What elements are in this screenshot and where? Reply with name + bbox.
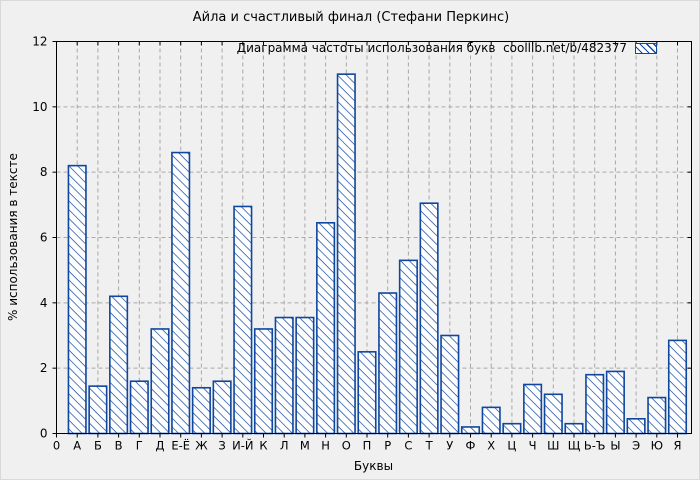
svg-text:Э: Э xyxy=(632,439,640,453)
svg-text:А: А xyxy=(73,439,81,453)
svg-text:Т: Т xyxy=(425,439,434,453)
svg-text:Ы: Ы xyxy=(610,439,620,453)
bar-Ы xyxy=(605,370,625,435)
bar-Г xyxy=(129,380,149,435)
svg-text:П: П xyxy=(363,439,372,453)
svg-text:Ш: Ш xyxy=(547,439,559,453)
bar-У xyxy=(440,334,460,435)
bar-Ч xyxy=(523,383,543,435)
bar-Ш xyxy=(543,393,563,435)
bar-Н xyxy=(316,222,336,435)
svg-text:Щ: Щ xyxy=(568,439,581,453)
svg-text:Ц: Ц xyxy=(507,439,516,453)
bar-И-Й xyxy=(233,205,253,435)
svg-text:8: 8 xyxy=(40,165,48,179)
bar-Ф xyxy=(460,426,481,435)
svg-text:М: М xyxy=(300,439,310,453)
svg-text:У: У xyxy=(446,439,453,453)
bar-Х xyxy=(481,406,501,435)
bar-Ь-Ъ xyxy=(585,373,605,435)
svg-text:К: К xyxy=(259,439,267,453)
bar-А xyxy=(67,164,87,435)
x-axis-label: Буквы xyxy=(353,459,394,473)
svg-text:10: 10 xyxy=(32,100,47,114)
bar-Ц xyxy=(502,422,522,435)
svg-text:В: В xyxy=(115,439,123,453)
bar-Л xyxy=(274,316,294,435)
svg-text:Б: Б xyxy=(94,439,102,453)
bar-Р xyxy=(378,292,398,435)
svg-text:Г: Г xyxy=(136,439,143,453)
svg-text:Х: Х xyxy=(487,439,495,453)
bar-З xyxy=(212,380,232,435)
bar-Т xyxy=(419,202,439,435)
y-axis-label: % использования в тексте xyxy=(6,153,20,322)
svg-text:Л: Л xyxy=(280,439,289,453)
legend-label: Диаграмма частоты использования букв coo… xyxy=(236,41,627,55)
svg-text:Е-Ё: Е-Ё xyxy=(171,438,190,453)
svg-text:12: 12 xyxy=(32,35,47,49)
bars xyxy=(67,73,688,435)
chart-title: Айла и счастливый финал (Стефани Перкинс… xyxy=(192,10,510,25)
bar-К xyxy=(253,328,274,435)
legend-hatch-swatch-icon xyxy=(635,42,657,54)
tick-marks xyxy=(52,41,692,438)
svg-text:2: 2 xyxy=(40,361,48,375)
y-tick-labels: 0 2 4 6 8 10 12 xyxy=(32,35,47,441)
svg-text:З: З xyxy=(218,439,225,453)
bar-О xyxy=(336,73,356,435)
svg-text:4: 4 xyxy=(40,296,48,310)
svg-text:Д: Д xyxy=(156,439,165,453)
svg-text:Р: Р xyxy=(384,439,391,453)
x-tick-labels: 0 А Б В Г Д Е-Ё Ж З И-Й К Л М Н О П Р С Т У Ф Х Ц Ч Ш Щ Ь-Ъ Ы Э Ю Я xyxy=(53,438,682,453)
bar-Б xyxy=(88,385,108,435)
svg-text:Ь-Ъ: Ь-Ъ xyxy=(584,439,606,453)
bar-М xyxy=(295,316,315,435)
bar-Я xyxy=(667,339,688,435)
bar-Д xyxy=(150,328,170,435)
bar-В xyxy=(109,295,129,435)
svg-text:С: С xyxy=(404,439,412,453)
bar-Э xyxy=(626,417,646,435)
svg-text:6: 6 xyxy=(40,231,48,245)
svg-text:Я: Я xyxy=(674,439,682,453)
bar-Ж xyxy=(191,386,211,435)
svg-text:Ю: Ю xyxy=(651,439,663,453)
svg-text:0: 0 xyxy=(40,427,48,441)
bar-Е-Ё xyxy=(171,151,191,435)
svg-text:0: 0 xyxy=(53,439,60,453)
svg-text:Н: Н xyxy=(321,439,330,453)
svg-text:Ж: Ж xyxy=(195,439,208,453)
legend: Диаграмма частоты использования букв coo… xyxy=(237,41,657,55)
bar-Щ xyxy=(564,422,584,435)
bar-Ю xyxy=(647,396,667,435)
svg-text:Ф: Ф xyxy=(466,439,476,453)
bar-П xyxy=(357,351,377,435)
svg-text:Ч: Ч xyxy=(529,439,537,453)
bar-С xyxy=(398,259,418,435)
svg-text:О: О xyxy=(342,439,351,453)
svg-text:И-Й: И-Й xyxy=(232,438,253,453)
